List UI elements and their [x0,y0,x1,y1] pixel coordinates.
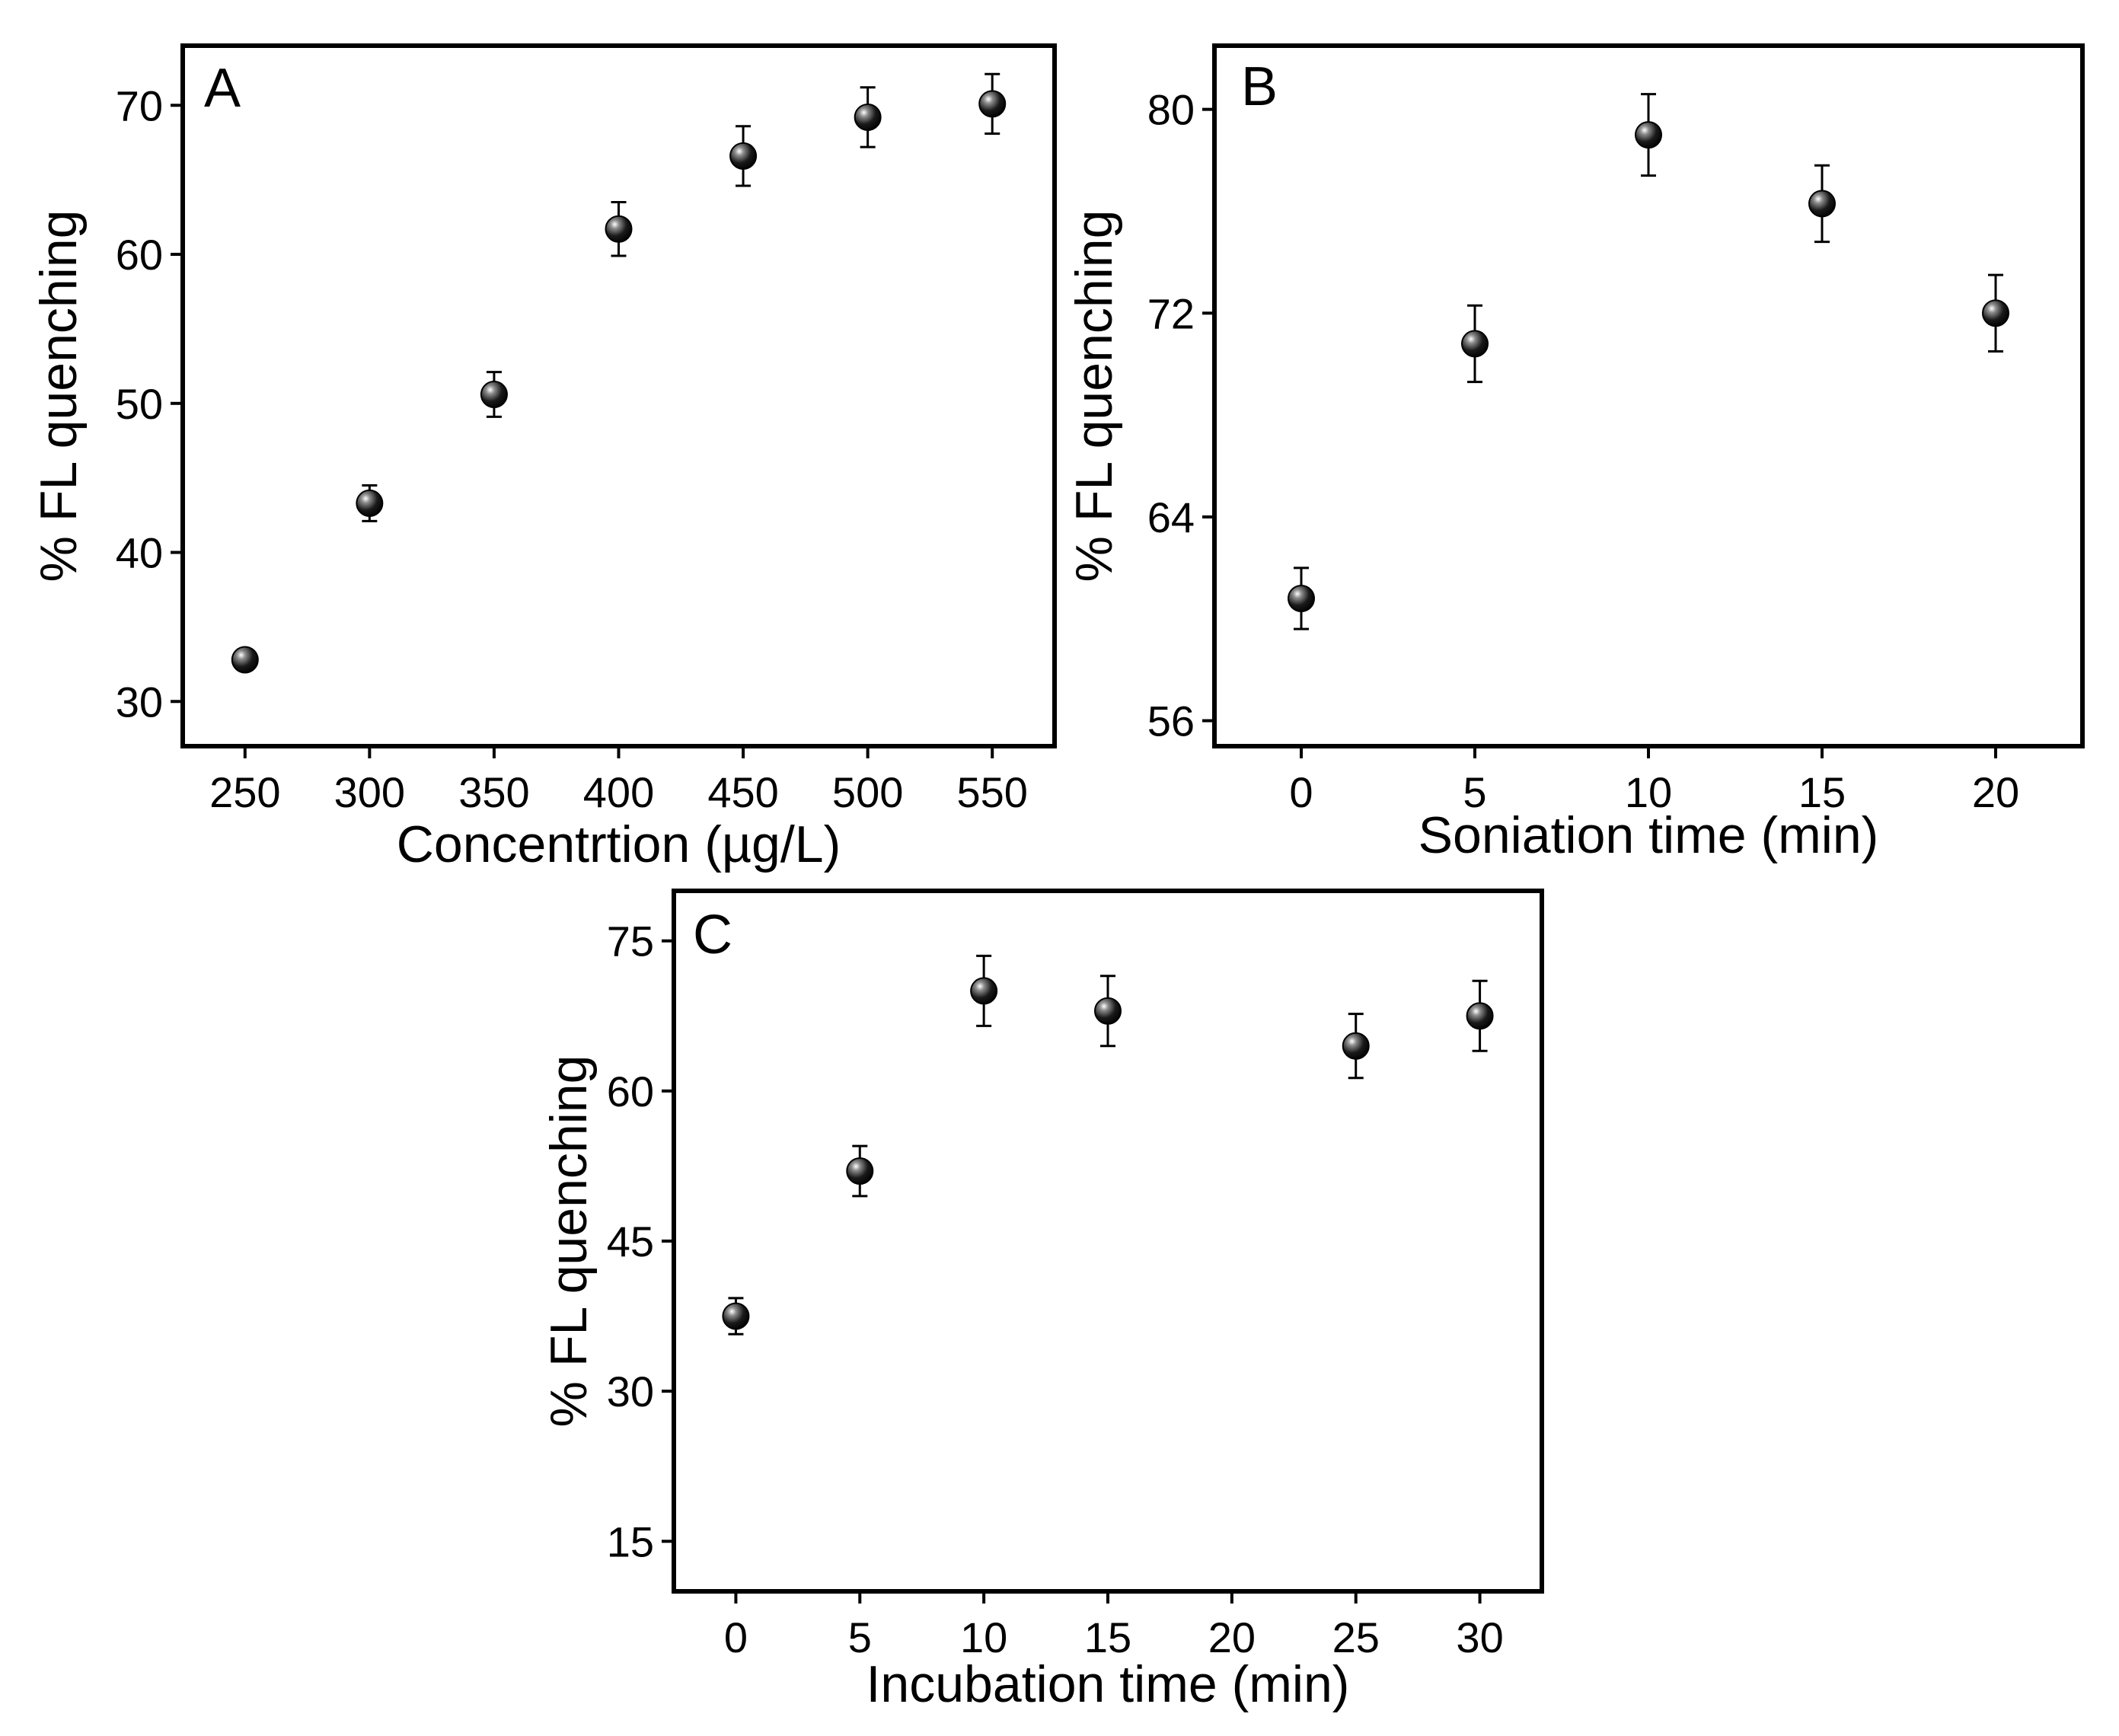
data-point-b-4 [1982,299,2009,327]
data-point-b-0 [1288,584,1315,612]
x-tick-label: 15 [1084,1613,1131,1661]
data-point-c-5 [1466,1002,1494,1030]
x-tick-label: 0 [724,1613,748,1661]
x-tick-label: 10 [1625,768,1672,816]
data-point-c-4 [1342,1032,1370,1060]
data-point-a-5 [854,103,882,131]
data-point-a-0 [231,646,259,674]
x-axis-title: Concentrtion (µg/L) [397,815,841,873]
data-point-c-1 [846,1157,874,1185]
y-axis-title: % FL quenching [540,1055,598,1428]
x-tick-label: 30 [1456,1613,1503,1661]
y-tick-label: 64 [1147,493,1195,541]
y-tick-label: 40 [116,529,163,577]
data-point-a-2 [480,381,508,409]
y-tick-label: 30 [607,1367,654,1415]
y-tick-label: 60 [607,1067,654,1115]
x-tick-label: 20 [1972,768,2019,816]
y-tick-label: 70 [116,81,163,129]
y-tick-label: 60 [116,231,163,279]
x-tick-label: 350 [458,768,529,816]
panel-label: A [204,58,241,119]
x-tick-label: 500 [832,768,903,816]
y-tick-label: 15 [607,1517,654,1565]
y-tick-label: 30 [116,678,163,726]
y-tick-label: 50 [116,380,163,428]
data-point-a-4 [729,142,758,170]
data-point-b-1 [1461,330,1489,358]
data-point-c-2 [970,977,998,1005]
x-tick-label: 250 [209,768,280,816]
x-tick-label: 15 [1798,768,1846,816]
panel-label: C [693,905,732,965]
data-point-c-0 [722,1302,750,1330]
panel-c-chart: 0 5 10 15 20 25 30 15 30 45 60 75 C Incubation time (… [540,889,1544,1713]
y-tick-label: 45 [607,1217,654,1265]
x-tick-label: 0 [1289,768,1313,816]
y-tick-label: 56 [1147,697,1195,745]
data-point-a-1 [356,489,384,517]
x-tick-label: 550 [956,768,1027,816]
panel-b-chart: 0 5 10 15 20 56 64 72 80 B Soniation time (min) % F… [1065,43,2085,864]
x-tick-label: 450 [707,768,778,816]
plot-frame [180,43,1057,748]
data-point-b-3 [1808,190,1836,218]
x-tick-label: 10 [960,1613,1007,1661]
y-tick-label: 80 [1147,86,1195,134]
x-tick-label: 300 [334,768,405,816]
x-tick-label: 5 [848,1613,872,1661]
y-axis-title: % FL quenching [1065,210,1123,582]
panel-label: B [1241,56,1278,117]
data-point-a-6 [978,90,1007,118]
x-tick-label: 5 [1463,768,1486,816]
x-tick-label: 400 [583,768,654,816]
y-axis-title: % FL quenching [30,210,88,582]
y-tick-label: 72 [1147,289,1195,337]
y-tick-label: 75 [607,917,654,965]
x-tick-label: 25 [1332,1613,1380,1661]
data-point-a-3 [605,215,633,243]
data-point-b-2 [1635,121,1662,149]
x-tick-label: 20 [1208,1613,1256,1661]
x-axis-title: Incubation time (min) [866,1655,1350,1713]
data-point-c-3 [1094,997,1122,1025]
x-axis-title: Soniation time (min) [1419,806,1879,864]
panel-a-chart: 250 300 350 400 450 500 550 30 40 50 60 70 A Concentr… [30,43,1057,873]
